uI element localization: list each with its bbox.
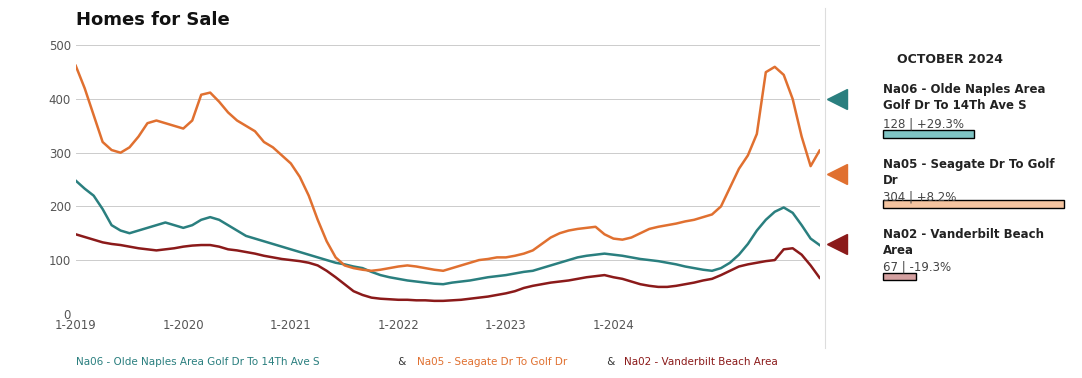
Text: 67 | -19.3%: 67 | -19.3%: [883, 260, 951, 273]
Text: OCTOBER 2024: OCTOBER 2024: [897, 53, 1003, 67]
Text: &: &: [604, 357, 619, 367]
Text: Na05 - Seagate Dr To Golf
Dr: Na05 - Seagate Dr To Golf Dr: [883, 158, 1054, 187]
Text: Na02 - Vanderbilt Beach Area: Na02 - Vanderbilt Beach Area: [624, 357, 778, 367]
FancyBboxPatch shape: [883, 200, 1064, 208]
Text: Na02 - Vanderbilt Beach
Area: Na02 - Vanderbilt Beach Area: [883, 228, 1044, 257]
Text: Na06 - Olde Naples Area Golf Dr To 14Th Ave S: Na06 - Olde Naples Area Golf Dr To 14Th …: [76, 357, 319, 367]
Text: Na06 - Olde Naples Area
Golf Dr To 14Th Ave S: Na06 - Olde Naples Area Golf Dr To 14Th …: [883, 83, 1045, 112]
Text: 304 | +8.2%: 304 | +8.2%: [883, 190, 956, 203]
Text: Homes for Sale: Homes for Sale: [76, 11, 229, 29]
FancyBboxPatch shape: [883, 273, 916, 280]
Text: Na05 - Seagate Dr To Golf Dr: Na05 - Seagate Dr To Golf Dr: [417, 357, 567, 367]
Text: 128 | +29.3%: 128 | +29.3%: [883, 118, 964, 131]
Text: &: &: [395, 357, 410, 367]
FancyBboxPatch shape: [883, 130, 975, 138]
